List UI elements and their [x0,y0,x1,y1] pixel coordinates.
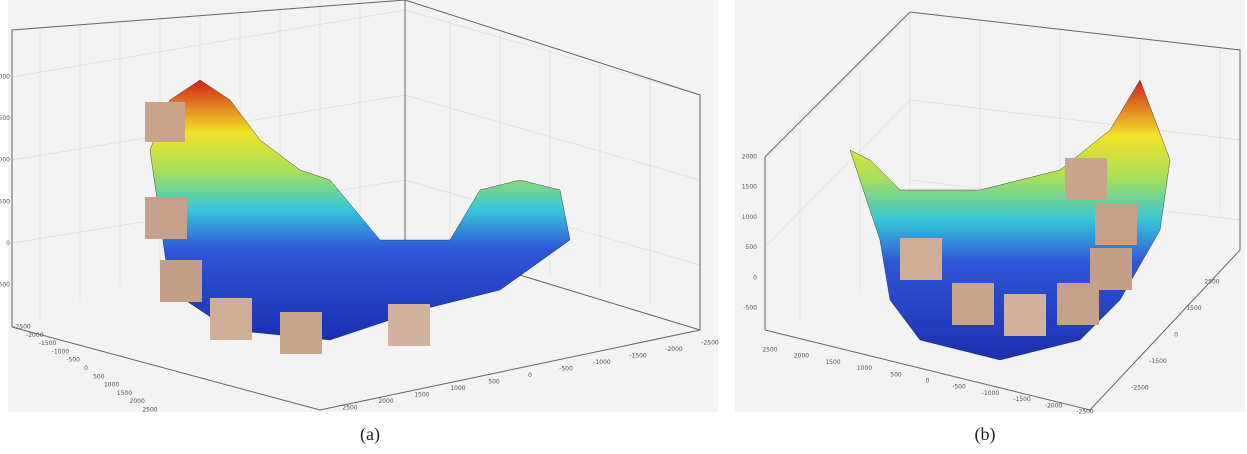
face-thumbnail [145,197,187,239]
z-tick-label: 1000 [742,214,757,221]
floor-tick-label: 1000 [857,365,872,372]
axis-floor [764,249,1241,411]
floor-tick-label: 2500 [1204,279,1219,286]
z-tick-label: 1000 [0,157,10,164]
floor-tick-label: 500 [488,379,500,386]
floor-tick-label: 1000 [450,385,465,392]
floor-tick-label: -2000 [665,346,683,353]
floor-tick-label: 500 [93,373,105,380]
floor-tick-label: 1500 [1186,305,1201,312]
floor-tick-label: 2000 [378,398,393,405]
face-thumbnail [952,283,994,325]
z-tick-label: 0 [6,240,10,247]
floor-tick-label: -1000 [52,348,70,355]
z-tick-label: 2000 [742,154,757,161]
caption: (b) [975,424,996,445]
panel-a [8,0,718,412]
face-thumbnail [210,298,252,340]
floor-tick-label: -500 [559,366,573,373]
face-thumbnail [280,312,322,354]
z-tick-label: 0 [753,274,757,281]
floor-tick-label: -1000 [982,390,1000,397]
floor-tick-label: 2000 [794,353,809,360]
caption: (a) [360,424,380,445]
axis-floor [11,326,701,411]
face-thumbnail [900,238,942,280]
z-tick-label: -500 [743,305,757,312]
floor-tick-label: 1500 [414,392,429,399]
floor-tick-label: 0 [84,365,88,372]
panel-b [735,0,1245,412]
face-thumbnail [160,260,202,302]
floor-tick-label: 500 [890,371,902,378]
face-thumbnail [1057,283,1099,325]
face-thumbnail [145,102,185,142]
floor-tick-label: -1500 [39,340,57,347]
z-tick-label: 500 [0,198,10,205]
floor-tick-label: -1000 [593,359,611,366]
axis-box [764,11,1241,330]
floor-tick-label: -1500 [629,353,647,360]
panel-background [8,0,718,412]
z-tick-label: 1500 [742,184,757,191]
floor-tick-label: -500 [952,384,966,391]
floor-tick-label: 1500 [825,359,840,366]
face-thumbnail [1065,158,1107,200]
z-tick-label: 1500 [0,115,10,122]
floor-tick-label: 0 [528,372,532,379]
z-tick-label: 500 [746,244,758,251]
face-thumbnail [1095,203,1137,245]
floor-tick-label: 1000 [104,382,119,389]
floor-tick-label: -2000 [1045,402,1063,409]
z-tick-label: 2000 [0,74,10,81]
face-thumbnail [1004,294,1046,336]
floor-tick-label: 0 [926,378,930,385]
floor-tick-label: 2000 [130,398,145,405]
floor-tick-label: -2000 [26,332,44,339]
floor-tick-label: -500 [66,357,80,364]
floor-tick-label: 2500 [142,407,157,414]
floor-tick-label: 0 [1174,332,1178,339]
floor-tick-label: 2500 [762,347,777,354]
floor-tick-label: -2500 [701,340,719,347]
floor-tick-label: 2500 [342,405,357,412]
floor-tick-label: -1500 [1149,358,1167,365]
face-thumbnail [388,304,430,346]
floor-tick-label: 1500 [117,390,132,397]
z-tick-label: -500 [0,282,10,289]
floor-tick-label: -2500 [13,324,31,331]
floor-tick-label: -2500 [1076,409,1094,416]
surface [149,79,571,341]
floor-tick-label: -1500 [1013,396,1031,403]
floor-tick-label: -2500 [1131,385,1149,392]
